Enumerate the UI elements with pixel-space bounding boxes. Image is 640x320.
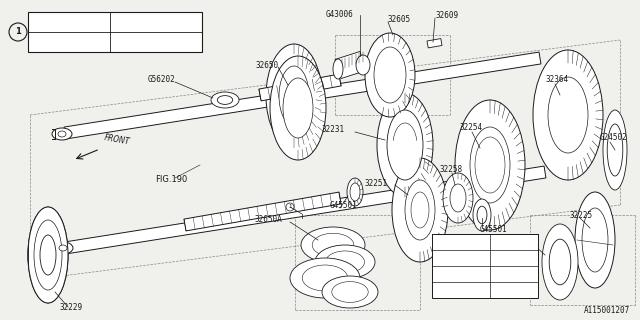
Ellipse shape (475, 137, 505, 193)
Text: 32605: 32605 (388, 15, 411, 25)
Ellipse shape (312, 233, 354, 257)
Text: G45501: G45501 (480, 226, 508, 235)
Ellipse shape (58, 131, 66, 137)
Ellipse shape (411, 192, 429, 228)
Ellipse shape (315, 245, 375, 279)
Ellipse shape (279, 66, 309, 126)
Ellipse shape (347, 178, 363, 206)
Text: 32650: 32650 (256, 60, 279, 69)
Ellipse shape (533, 50, 603, 180)
Text: t=0.45: t=0.45 (493, 271, 518, 277)
Ellipse shape (283, 78, 313, 138)
Text: 32364: 32364 (545, 76, 568, 84)
Text: t=0.60: t=0.60 (493, 287, 518, 293)
Polygon shape (64, 52, 541, 139)
Ellipse shape (218, 96, 233, 104)
Ellipse shape (333, 59, 343, 79)
Text: G24502: G24502 (600, 133, 628, 142)
Text: E42501: E42501 (32, 18, 60, 27)
Ellipse shape (52, 128, 72, 140)
Text: t=0.15: t=0.15 (493, 239, 518, 245)
Text: FIG.190: FIG.190 (155, 175, 188, 184)
Ellipse shape (326, 251, 365, 273)
Ellipse shape (443, 173, 473, 223)
Text: 32225: 32225 (570, 211, 593, 220)
Ellipse shape (575, 192, 615, 288)
Ellipse shape (28, 207, 68, 303)
Ellipse shape (477, 206, 487, 224)
Text: 32609: 32609 (435, 11, 458, 20)
Ellipse shape (266, 44, 322, 148)
Polygon shape (184, 192, 341, 231)
Polygon shape (64, 166, 546, 254)
Ellipse shape (365, 33, 415, 117)
Ellipse shape (40, 235, 56, 275)
Text: G43006: G43006 (326, 10, 354, 19)
Text: t=0.30: t=0.30 (493, 255, 518, 261)
Ellipse shape (470, 127, 510, 203)
Ellipse shape (377, 93, 433, 197)
Text: 32258: 32258 (440, 165, 463, 174)
Text: G56202: G56202 (147, 76, 175, 84)
Text: FRONT: FRONT (103, 132, 130, 146)
Text: D072033: D072033 (435, 287, 465, 293)
Ellipse shape (405, 180, 435, 240)
Ellipse shape (322, 276, 378, 308)
Text: 1: 1 (15, 28, 21, 36)
Text: 1: 1 (288, 204, 292, 210)
Ellipse shape (374, 47, 406, 103)
Text: 32231: 32231 (322, 125, 345, 134)
Ellipse shape (392, 158, 448, 262)
Polygon shape (259, 74, 341, 101)
Ellipse shape (35, 225, 61, 285)
Ellipse shape (332, 282, 368, 302)
Ellipse shape (582, 208, 608, 272)
Ellipse shape (270, 56, 326, 160)
Text: D072031: D072031 (435, 255, 465, 261)
Ellipse shape (542, 224, 578, 300)
Ellipse shape (53, 242, 73, 254)
Text: 32650A: 32650A (254, 215, 282, 225)
Bar (432, 234, 538, 298)
Text: D07203: D07203 (435, 239, 461, 245)
Ellipse shape (548, 77, 588, 153)
Ellipse shape (549, 239, 571, 285)
Ellipse shape (211, 92, 239, 108)
Ellipse shape (473, 199, 491, 231)
Ellipse shape (302, 265, 348, 291)
Ellipse shape (30, 213, 66, 297)
Ellipse shape (59, 245, 67, 251)
Ellipse shape (301, 227, 365, 263)
Text: D072032: D072032 (435, 271, 465, 277)
Ellipse shape (28, 207, 68, 303)
Text: 32229: 32229 (60, 303, 83, 313)
Text: (‧06MY0604- ): (‧06MY0604- ) (115, 37, 175, 46)
Text: C64501: C64501 (502, 241, 530, 250)
Text: 32254: 32254 (460, 124, 483, 132)
Ellipse shape (356, 55, 370, 75)
Ellipse shape (290, 258, 360, 298)
Ellipse shape (607, 124, 623, 176)
Ellipse shape (603, 110, 627, 190)
Bar (427, 39, 442, 48)
Text: ( -‧06MY0604): ( -‧06MY0604) (115, 18, 175, 27)
Text: A115001207: A115001207 (584, 306, 630, 315)
Ellipse shape (450, 184, 466, 212)
Text: G45501: G45501 (330, 201, 358, 210)
Text: 32251: 32251 (365, 179, 388, 188)
Ellipse shape (387, 110, 423, 180)
Text: 053107250(2): 053107250(2) (32, 37, 88, 46)
Bar (28, 12, 202, 52)
Ellipse shape (455, 100, 525, 230)
Ellipse shape (350, 183, 360, 201)
Polygon shape (335, 52, 366, 78)
Ellipse shape (34, 220, 62, 290)
